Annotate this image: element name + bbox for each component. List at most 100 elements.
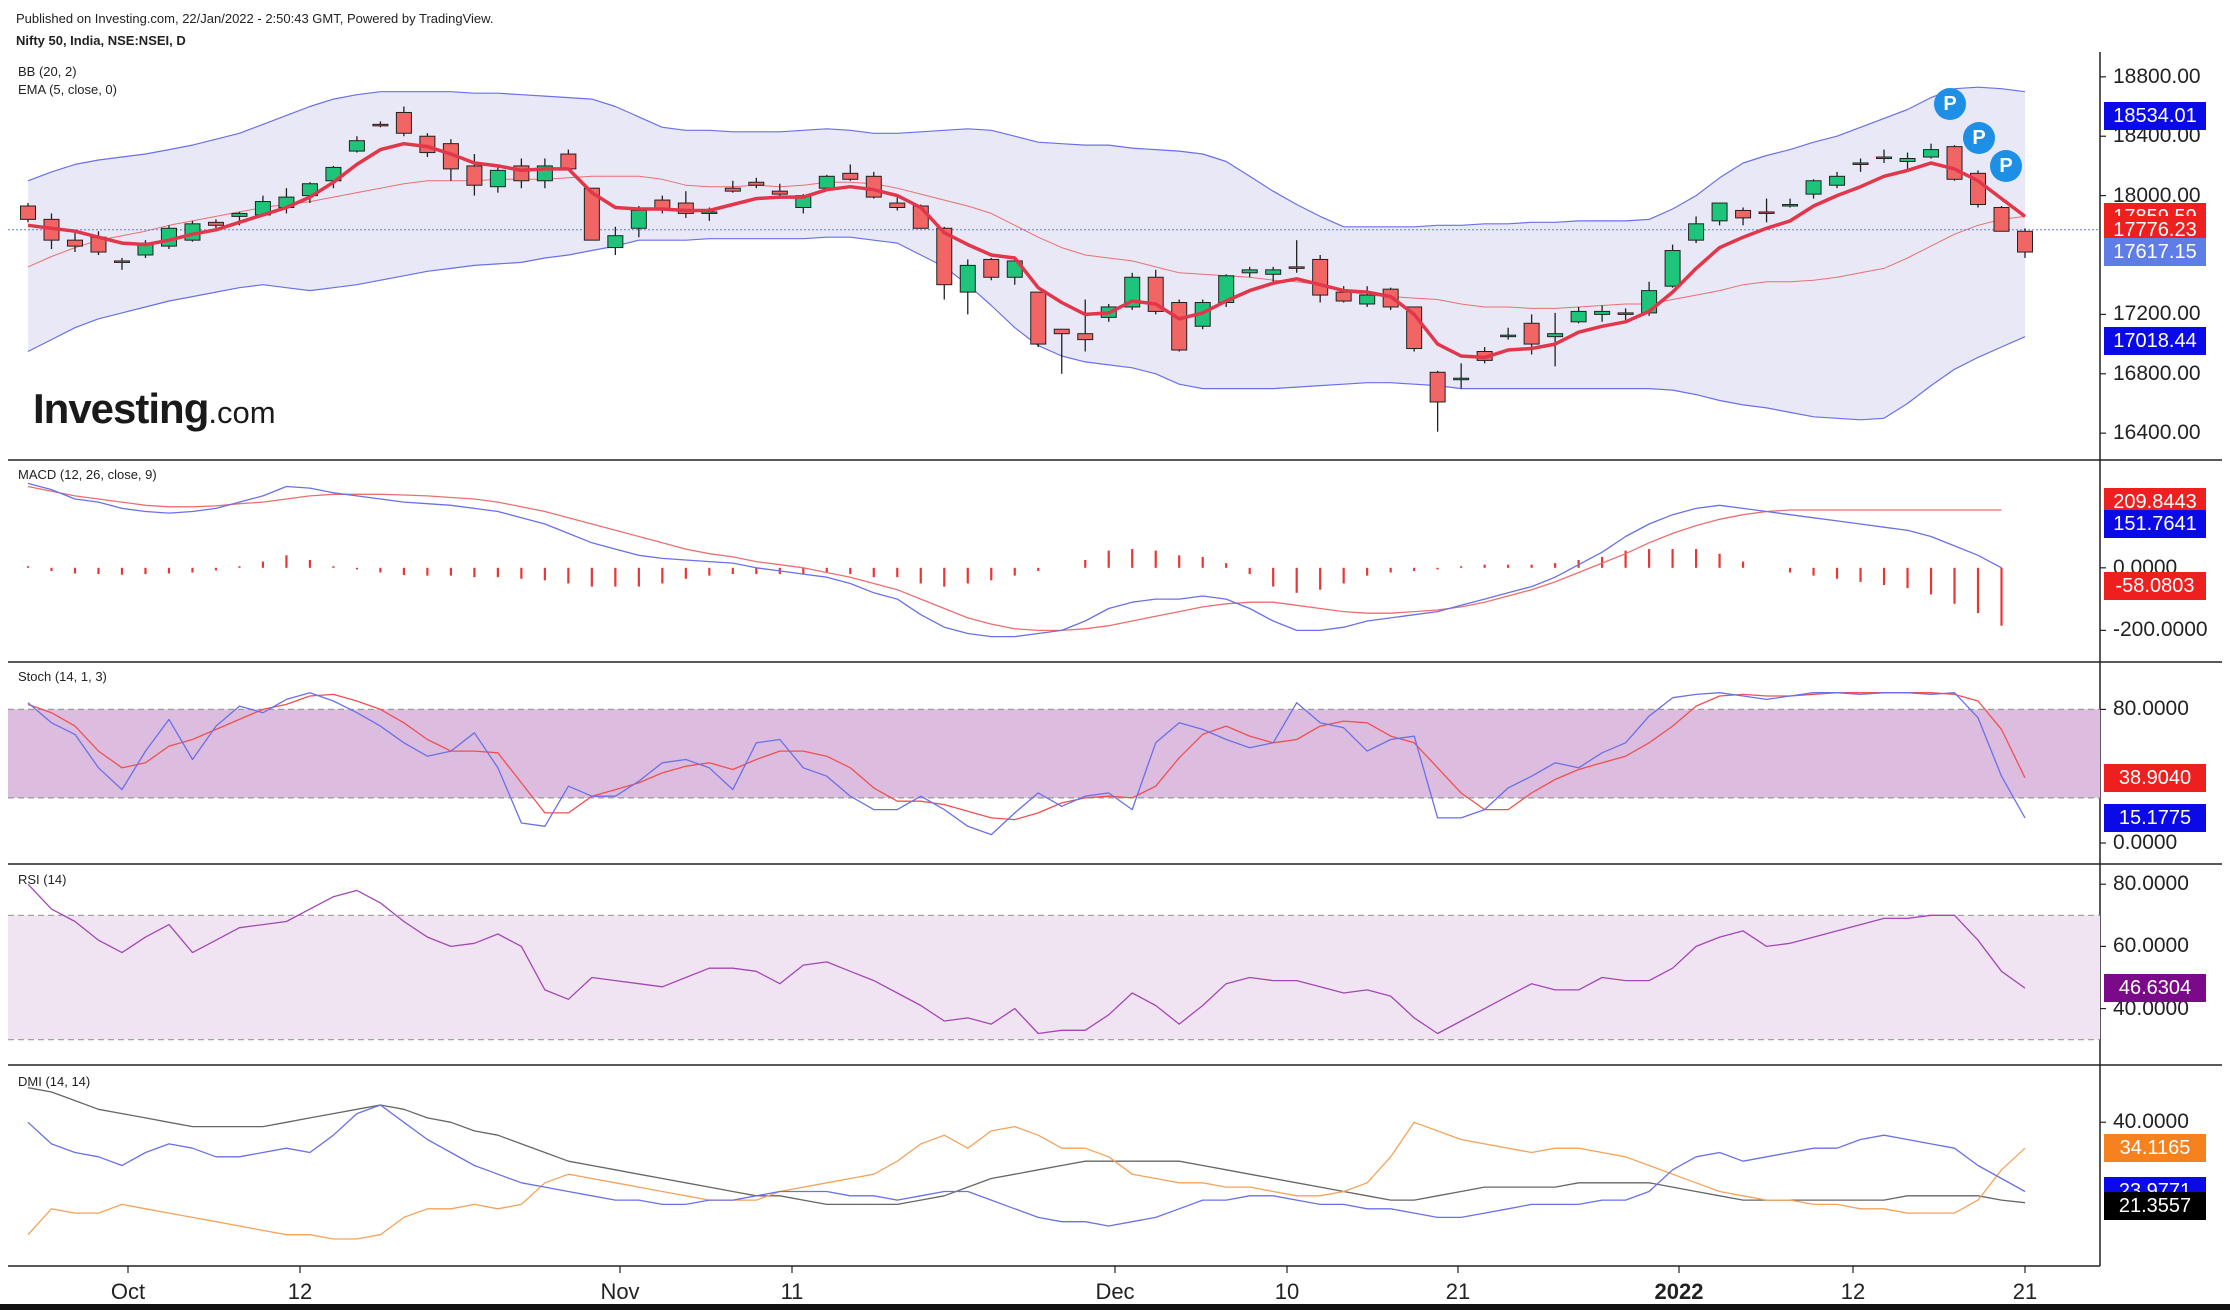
macd-signal-line <box>27 485 2002 632</box>
dmi-badge-2: 21.3557 <box>2104 1192 2206 1221</box>
published-line: Published on Investing.com, 22/Jan/2022 … <box>16 11 494 26</box>
candle-35 <box>842 164 859 181</box>
candle-72 <box>1711 202 1728 226</box>
macd-badge-1: 151.7641 <box>2104 510 2206 539</box>
rsi-band-fill <box>8 915 2100 1040</box>
macd-badge-2: -58.0803 <box>2104 571 2206 600</box>
bb-legend: BB (20, 2) <box>18 64 77 79</box>
dmi-tick-0: 40.0000 <box>2113 1110 2189 1134</box>
candle-80 <box>1899 152 1916 169</box>
stoch-legend: Stoch (14, 1, 3) <box>18 669 107 684</box>
candle-7 <box>184 220 201 242</box>
price-badge-3: 17617.15 <box>2104 238 2206 267</box>
candle-60 <box>1429 370 1446 432</box>
bb-lower-line <box>27 236 2026 421</box>
macd-line <box>27 482 2002 638</box>
ema-legend: EMA (5, close, 0) <box>18 82 117 97</box>
bollinger-band-fill <box>28 87 2025 420</box>
candle-20 <box>489 165 506 193</box>
candle-28 <box>677 191 694 218</box>
candle-16 <box>395 106 412 137</box>
candle-2 <box>66 231 83 253</box>
candle-71 <box>1688 216 1705 244</box>
price-tick-0: 18800.00 <box>2113 64 2201 88</box>
candle-83 <box>1970 170 1987 208</box>
rsi-tick-0: 80.0000 <box>2113 872 2189 896</box>
stoch-band-fill <box>8 709 2100 798</box>
price-badge-4: 17018.44 <box>2104 327 2206 356</box>
candle-53 <box>1265 266 1282 282</box>
rsi-tick-2: 40.0000 <box>2113 996 2189 1020</box>
candle-67 <box>1594 305 1611 322</box>
candle-4 <box>113 257 130 270</box>
x-tick-8: 12 <box>1840 1279 1866 1304</box>
stoch-d-line <box>27 692 2026 821</box>
rsi-tick-1: 60.0000 <box>2113 934 2189 958</box>
x-tick-6: 21 <box>1445 1279 1471 1304</box>
candle-44 <box>1053 328 1070 374</box>
price-tick-3: 17200.00 <box>2113 302 2201 326</box>
candle-76 <box>1805 179 1822 199</box>
candle-47 <box>1124 272 1141 310</box>
candle-41 <box>983 257 1000 281</box>
candle-77 <box>1829 171 1846 189</box>
candle-19 <box>466 154 483 196</box>
candle-66 <box>1570 306 1587 324</box>
candle-81 <box>1923 143 1940 159</box>
candle-61 <box>1453 363 1470 389</box>
candle-8 <box>207 219 224 229</box>
x-tick-0: Oct <box>110 1279 146 1304</box>
candle-74 <box>1758 198 1775 223</box>
candle-23 <box>560 149 577 171</box>
dmi-badge-0: 34.1165 <box>2104 1133 2206 1162</box>
candle-75 <box>1782 198 1799 208</box>
candle-78 <box>1852 158 1869 172</box>
candle-43 <box>1030 291 1047 348</box>
candle-36 <box>865 171 882 199</box>
pivot-marker-2: P <box>1990 150 2022 182</box>
candle-55 <box>1312 255 1329 303</box>
x-tick-2: Nov <box>600 1279 640 1304</box>
x-tick-7: 2022 <box>1654 1279 1704 1304</box>
candle-45 <box>1077 299 1094 352</box>
minus-di-line <box>27 1121 2026 1240</box>
x-tick-3: 11 <box>780 1279 804 1304</box>
x-tick-9: 21 <box>2012 1279 2038 1304</box>
ema-line <box>27 141 2027 360</box>
candle-84 <box>1993 206 2010 232</box>
rsi-line <box>27 883 2026 1035</box>
adx-line <box>27 1087 2026 1206</box>
candle-54 <box>1288 240 1305 273</box>
candle-25 <box>607 226 624 255</box>
rsi-legend: RSI (14) <box>18 872 67 887</box>
stoch-tick-1: 0.0000 <box>2113 830 2178 854</box>
candle-68 <box>1617 308 1634 322</box>
candle-57 <box>1359 286 1376 307</box>
pivot-marker-0: P <box>1934 88 1966 120</box>
candle-52 <box>1241 266 1258 278</box>
price-badge-0: 18534.01 <box>2104 102 2206 131</box>
stoch-k-line <box>27 692 2026 836</box>
candle-15 <box>372 121 389 128</box>
candle-14 <box>348 136 365 153</box>
macd-legend: MACD (12, 26, close, 9) <box>18 467 157 482</box>
candle-79 <box>1876 149 1893 163</box>
stoch-badge-0: 38.9040 <box>2104 764 2206 793</box>
candle-0 <box>20 203 36 223</box>
bb-upper-line <box>27 86 2026 228</box>
price-tick-4: 16800.00 <box>2113 361 2201 385</box>
bb-basis-line <box>27 175 2026 309</box>
investing-logo: Investing.com <box>33 385 276 432</box>
chart-header: Published on Investing.com, 22/Jan/2022 … <box>16 8 493 52</box>
candle-30 <box>724 180 741 193</box>
price-tick-2: 18000.00 <box>2113 183 2201 207</box>
price-tick-5: 16400.00 <box>2113 421 2201 445</box>
candle-82 <box>1946 145 1963 181</box>
pivot-marker-1: P <box>1963 122 1995 154</box>
macd-tick-1: -200.0000 <box>2113 618 2208 642</box>
x-tick-5: 10 <box>1274 1279 1300 1304</box>
stoch-badge-1: 15.1775 <box>2104 803 2206 832</box>
candle-73 <box>1735 207 1752 226</box>
candle-49 <box>1171 299 1188 352</box>
